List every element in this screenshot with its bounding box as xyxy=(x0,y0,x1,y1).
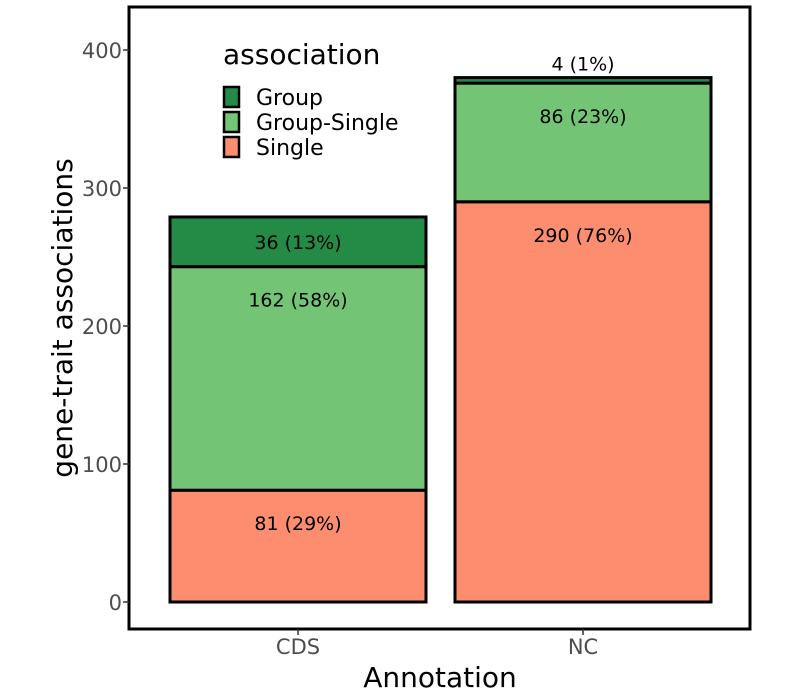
x-tick-label-cds: CDS xyxy=(276,635,320,659)
bar-nc-group xyxy=(453,76,713,85)
bar-label-nc-single: 290 (76%) xyxy=(533,225,632,247)
bar-label-nc-group: 4 (1%) xyxy=(551,54,614,76)
bar-label-cds-single: 81 (29%) xyxy=(254,513,341,535)
y-tick-label-200: 200 xyxy=(82,315,122,339)
legend-label-group-single: Group-Single xyxy=(256,111,399,136)
y-tick-label-100: 100 xyxy=(82,453,122,477)
bar-label-nc-group-single: 86 (23%) xyxy=(539,106,626,128)
bar-cds-single xyxy=(168,488,428,604)
y-tick-label-400: 400 xyxy=(82,39,122,63)
x-axis-title: Annotation xyxy=(363,661,517,694)
bar-label-cds-group-single: 162 (58%) xyxy=(248,290,347,312)
y-tick-label-0: 0 xyxy=(109,591,122,615)
x-axis: CDS NC xyxy=(276,629,598,659)
legend-key-single xyxy=(222,135,241,159)
bars-layer xyxy=(168,76,713,604)
bar-label-cds-group: 36 (13%) xyxy=(254,232,341,254)
y-axis-title: gene-trait associations xyxy=(46,158,79,477)
legend-key-group-single xyxy=(222,110,241,134)
bar-cds-group xyxy=(168,215,428,269)
legend-title: association xyxy=(223,38,380,71)
x-tick-label-nc: NC xyxy=(568,635,598,659)
legend-key-group xyxy=(222,85,241,109)
y-axis: 0 100 200 300 400 xyxy=(82,39,129,615)
y-tick-label-300: 300 xyxy=(82,177,122,201)
legend-label-group: Group xyxy=(256,86,323,111)
bar-nc-group-single xyxy=(453,81,713,204)
bar-labels-layer: 81 (29%) 162 (58%) 36 (13%) 290 (76%) 86 (23… xyxy=(248,54,632,536)
bar-nc-single xyxy=(453,200,713,604)
legend-label-single: Single xyxy=(256,136,324,161)
